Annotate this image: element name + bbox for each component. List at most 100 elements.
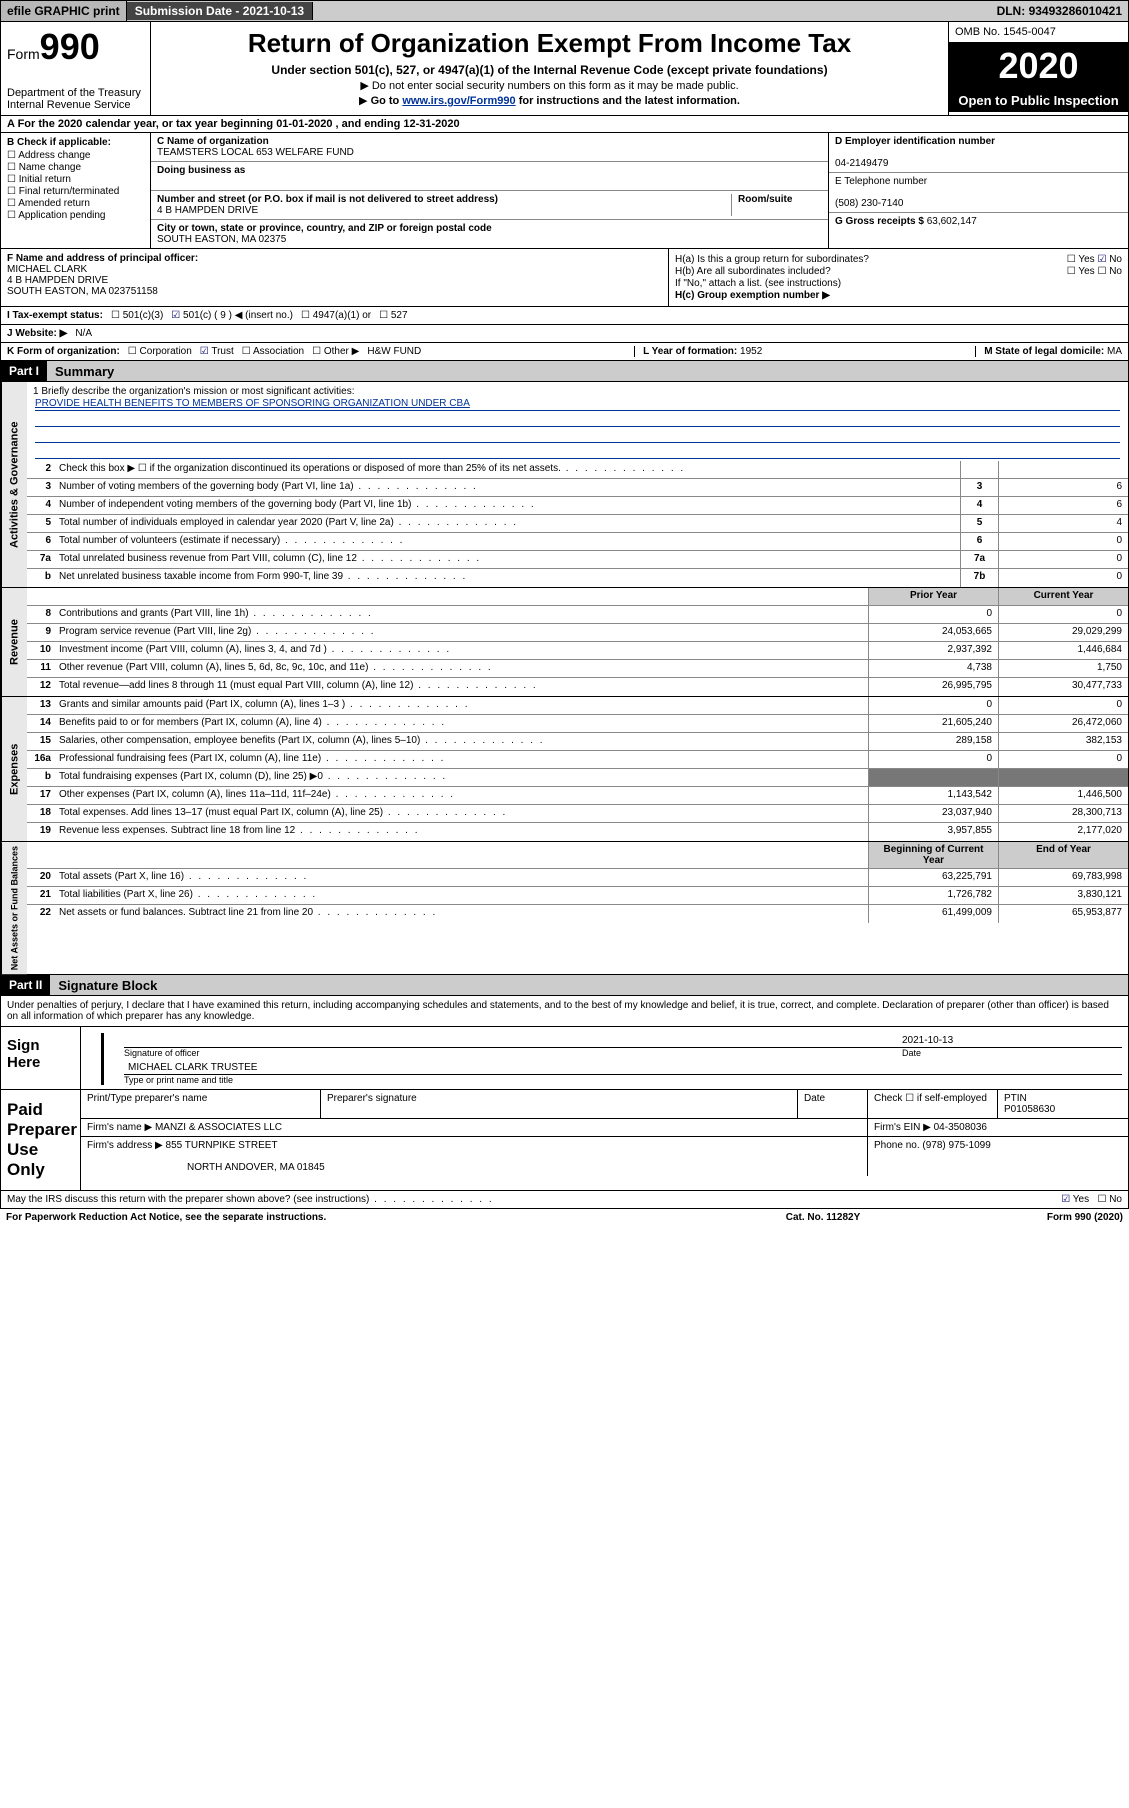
summary-line: 18Total expenses. Add lines 13–17 (must … xyxy=(27,805,1128,823)
status-4947[interactable]: 4947(a)(1) or xyxy=(301,310,371,321)
dln: DLN: 93493286010421 xyxy=(991,1,1128,21)
summary-line: 7aTotal unrelated business revenue from … xyxy=(27,551,1128,569)
perjury-text: Under penalties of perjury, I declare th… xyxy=(0,996,1129,1027)
ptin-hdr: PTIN xyxy=(1004,1093,1027,1104)
sig-caption: Signature of officer xyxy=(124,1048,902,1058)
chk-address-change[interactable]: Address change xyxy=(7,150,144,161)
city-label: City or town, state or province, country… xyxy=(157,223,492,234)
date-caption: Date xyxy=(902,1048,1122,1058)
summary-line: 20Total assets (Part X, line 16)63,225,7… xyxy=(27,869,1128,887)
officer-name: MICHAEL CLARK xyxy=(7,264,87,275)
summary-line: 14Benefits paid to or for members (Part … xyxy=(27,715,1128,733)
status-527[interactable]: 527 xyxy=(379,310,407,321)
irs-link[interactable]: www.irs.gov/Form990 xyxy=(402,95,515,107)
summary-line: 8Contributions and grants (Part VIII, li… xyxy=(27,606,1128,624)
summary-line: 16aProfessional fundraising fees (Part I… xyxy=(27,751,1128,769)
col-d-contact: D Employer identification number 04-2149… xyxy=(828,133,1128,248)
cat-no: Cat. No. 11282Y xyxy=(723,1212,923,1223)
korg-other-val: H&W FUND xyxy=(367,346,421,357)
sign-date: 2021-10-13 xyxy=(902,1035,1122,1046)
firm-name: MANZI & ASSOCIATES LLC xyxy=(155,1122,282,1133)
discuss-yes[interactable]: Yes xyxy=(1061,1194,1089,1205)
omb-number: OMB No. 1545-0047 xyxy=(949,22,1128,43)
section-fh: F Name and address of principal officer:… xyxy=(0,249,1129,307)
ha-yes[interactable]: Yes xyxy=(1067,254,1095,265)
addr-label: Number and street (or P.O. box if mail i… xyxy=(157,194,498,205)
korg-trust[interactable]: Trust xyxy=(200,346,234,357)
org-name-label: C Name of organization xyxy=(157,136,269,147)
firm-ein-lbl: Firm's EIN ▶ xyxy=(874,1122,931,1133)
tax-year-row: A For the 2020 calendar year, or tax yea… xyxy=(0,116,1129,133)
state-domicile: MA xyxy=(1107,346,1122,357)
summary-line: 11Other revenue (Part VIII, column (A), … xyxy=(27,660,1128,678)
form-title: Return of Organization Exempt From Incom… xyxy=(161,28,938,59)
chk-name-change[interactable]: Name change xyxy=(7,162,144,173)
submission-date-btn[interactable]: Submission Date - 2021-10-13 xyxy=(127,2,313,20)
discuss-q: May the IRS discuss this return with the… xyxy=(7,1194,494,1205)
firm-addr-lbl: Firm's address ▶ xyxy=(87,1140,163,1151)
hb-yes[interactable]: Yes xyxy=(1067,266,1095,277)
summary-line: 22Net assets or fund balances. Subtract … xyxy=(27,905,1128,923)
mission-text: PROVIDE HEALTH BENEFITS TO MEMBERS OF SP… xyxy=(35,397,1120,411)
website-value: N/A xyxy=(75,328,92,339)
officer-label: F Name and address of principal officer: xyxy=(7,253,198,264)
firm-ein: 04-3508036 xyxy=(934,1122,987,1133)
city-value: SOUTH EASTON, MA 02375 xyxy=(157,234,286,245)
hb-label: H(b) Are all subordinates included? xyxy=(675,266,1067,277)
dba-label: Doing business as xyxy=(157,165,245,176)
self-emp-chk[interactable]: Check ☐ if self-employed xyxy=(868,1090,998,1118)
korg-corp[interactable]: Corporation xyxy=(128,346,192,357)
hb-no[interactable]: No xyxy=(1097,266,1122,277)
prep-sig-hdr: Preparer's signature xyxy=(321,1090,798,1118)
ha-label: H(a) Is this a group return for subordin… xyxy=(675,254,1067,265)
chk-initial-return[interactable]: Initial return xyxy=(7,174,144,185)
chk-amended[interactable]: Amended return xyxy=(7,198,144,209)
page-footer: For Paperwork Reduction Act Notice, see … xyxy=(0,1209,1129,1226)
summary-line: 10Investment income (Part VIII, column (… xyxy=(27,642,1128,660)
firm-addr2: NORTH ANDOVER, MA 01845 xyxy=(187,1162,325,1173)
firm-addr1: 855 TURNPIKE STREET xyxy=(166,1140,278,1151)
sign-here-block: Sign Here 2021-10-13 Signature of office… xyxy=(0,1027,1129,1090)
name-caption: Type or print name and title xyxy=(124,1075,902,1085)
expenses-block: Expenses 13Grants and similar amounts pa… xyxy=(0,697,1129,842)
summary-line: 5Total number of individuals employed in… xyxy=(27,515,1128,533)
gross-value: 63,602,147 xyxy=(927,216,977,227)
summary-line: 15Salaries, other compensation, employee… xyxy=(27,733,1128,751)
summary-line: 13Grants and similar amounts paid (Part … xyxy=(27,697,1128,715)
side-revenue: Revenue xyxy=(1,588,27,696)
tel-value: (508) 230-7140 xyxy=(835,198,903,209)
room-label: Room/suite xyxy=(738,194,792,205)
summary-line: 2Check this box ▶ ☐ if the organization … xyxy=(27,461,1128,479)
open-inspection: Open to Public Inspection xyxy=(949,89,1128,112)
summary-line: 4Number of independent voting members of… xyxy=(27,497,1128,515)
prep-name-hdr: Print/Type preparer's name xyxy=(81,1090,321,1118)
gross-label: G Gross receipts $ xyxy=(835,216,927,227)
status-501c[interactable]: 501(c) ( 9 ) ◀ (insert no.) xyxy=(171,310,293,321)
summary-line: 6Total number of volunteers (estimate if… xyxy=(27,533,1128,551)
summary-line: bNet unrelated business taxable income f… xyxy=(27,569,1128,587)
col-b-checkboxes: B Check if applicable: Address change Na… xyxy=(1,133,151,248)
subtitle-3: Go to www.irs.gov/Form990 for instructio… xyxy=(161,94,938,107)
mission-prompt: 1 Briefly describe the organization's mi… xyxy=(27,382,1128,397)
ptin-value: P01058630 xyxy=(1004,1104,1055,1115)
form-header: Form990 Department of the Treasury Inter… xyxy=(0,22,1129,116)
discuss-no[interactable]: No xyxy=(1097,1194,1122,1205)
summary-line: 9Program service revenue (Part VIII, lin… xyxy=(27,624,1128,642)
side-expenses: Expenses xyxy=(1,697,27,841)
hb-note: If "No," attach a list. (see instruction… xyxy=(675,278,1122,289)
part2-bar: Part II Signature Block xyxy=(0,975,1129,996)
chk-app-pending[interactable]: Application pending xyxy=(7,210,144,221)
governance-block: Activities & Governance 1 Briefly descri… xyxy=(0,382,1129,588)
summary-line: 21Total liabilities (Part X, line 26)1,7… xyxy=(27,887,1128,905)
korg-assoc[interactable]: Association xyxy=(242,346,304,357)
prep-date-hdr: Date xyxy=(798,1090,868,1118)
chk-final-return[interactable]: Final return/terminated xyxy=(7,186,144,197)
year-formation: 1952 xyxy=(740,346,762,357)
status-501c3[interactable]: 501(c)(3) xyxy=(111,310,163,321)
pra-notice: For Paperwork Reduction Act Notice, see … xyxy=(6,1212,723,1223)
ha-no[interactable]: No xyxy=(1097,254,1122,265)
korg-other[interactable]: Other ▶ xyxy=(312,346,359,357)
summary-line: 19Revenue less expenses. Subtract line 1… xyxy=(27,823,1128,841)
summary-line: 3Number of voting members of the governi… xyxy=(27,479,1128,497)
tel-label: E Telephone number xyxy=(835,176,927,187)
